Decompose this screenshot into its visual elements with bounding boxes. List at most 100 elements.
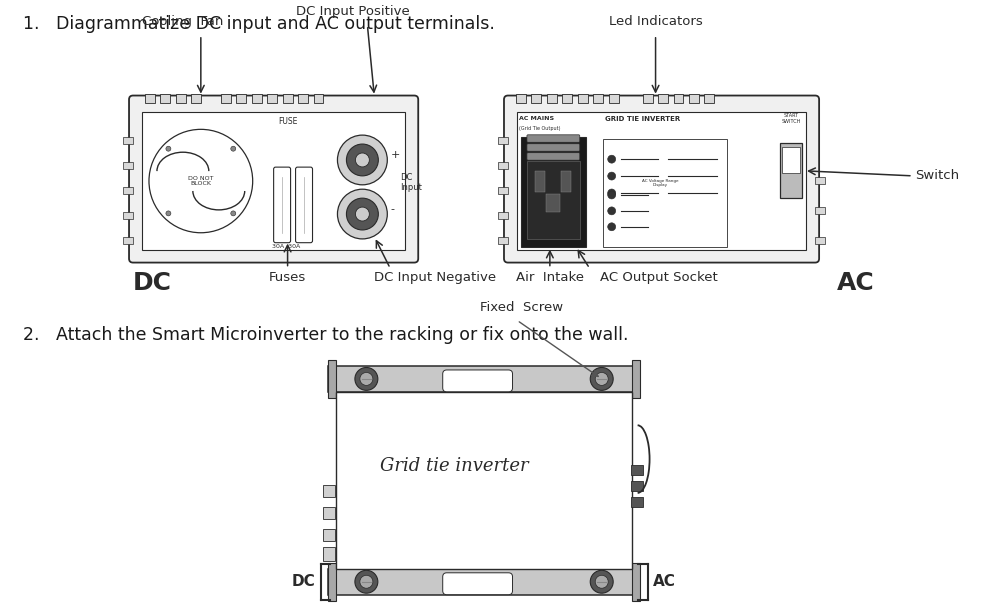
Bar xyxy=(123,237,133,244)
Bar xyxy=(498,162,508,169)
Bar xyxy=(631,482,643,491)
Circle shape xyxy=(608,189,616,197)
Bar xyxy=(815,237,825,244)
Circle shape xyxy=(337,135,387,185)
Bar xyxy=(221,94,231,103)
Bar xyxy=(498,187,508,194)
Bar xyxy=(123,162,133,169)
Bar xyxy=(704,94,714,103)
Bar xyxy=(328,360,336,398)
Circle shape xyxy=(337,189,387,239)
Circle shape xyxy=(590,570,613,593)
Circle shape xyxy=(166,211,171,216)
Text: DC Input Positive: DC Input Positive xyxy=(296,5,409,18)
Bar xyxy=(323,547,335,561)
Text: 1.   Diagrammatize DC input and AC output terminals.: 1. Diagrammatize DC input and AC output … xyxy=(23,15,495,33)
Circle shape xyxy=(355,153,369,167)
Text: AC Voltage Range
Display: AC Voltage Range Display xyxy=(642,179,679,187)
Circle shape xyxy=(360,373,373,385)
Circle shape xyxy=(231,146,236,151)
FancyBboxPatch shape xyxy=(129,95,418,263)
Circle shape xyxy=(595,373,608,385)
Circle shape xyxy=(608,155,616,163)
Bar xyxy=(498,137,508,144)
Circle shape xyxy=(608,207,616,215)
Circle shape xyxy=(346,198,378,230)
Bar xyxy=(632,563,640,601)
Text: DC Input Negative: DC Input Negative xyxy=(374,271,496,283)
Bar xyxy=(314,94,323,103)
Bar xyxy=(323,507,335,519)
Text: -: - xyxy=(390,204,394,214)
Text: AC: AC xyxy=(837,271,875,294)
Text: DC
Input: DC Input xyxy=(400,173,422,192)
Circle shape xyxy=(360,575,373,588)
Text: AC Output Socket: AC Output Socket xyxy=(600,271,717,283)
Circle shape xyxy=(355,367,378,390)
Bar xyxy=(267,94,277,103)
Bar xyxy=(782,147,800,173)
FancyBboxPatch shape xyxy=(443,370,513,392)
Text: +: + xyxy=(390,150,400,160)
Bar xyxy=(631,465,643,475)
Bar xyxy=(328,569,640,595)
Bar xyxy=(336,392,632,569)
Bar xyxy=(191,94,201,103)
Text: Air  Intake: Air Intake xyxy=(516,271,584,283)
Bar xyxy=(283,94,293,103)
Circle shape xyxy=(166,146,171,151)
Text: Fuses: Fuses xyxy=(269,271,306,283)
FancyBboxPatch shape xyxy=(443,573,513,595)
Text: AC MAINS: AC MAINS xyxy=(519,116,554,122)
FancyBboxPatch shape xyxy=(504,95,819,263)
Bar xyxy=(535,171,545,193)
FancyBboxPatch shape xyxy=(527,135,580,142)
Text: (Grid Tie Output): (Grid Tie Output) xyxy=(519,126,560,131)
Circle shape xyxy=(231,211,236,216)
Bar xyxy=(521,137,586,247)
Circle shape xyxy=(608,172,616,180)
Bar xyxy=(123,212,133,219)
Bar xyxy=(561,171,571,193)
Circle shape xyxy=(149,130,253,233)
Bar xyxy=(123,137,133,144)
Circle shape xyxy=(595,575,608,588)
Bar xyxy=(546,195,560,212)
Bar xyxy=(531,94,541,103)
Text: START
SWITCH: START SWITCH xyxy=(782,114,801,124)
Bar xyxy=(631,497,643,507)
Bar xyxy=(328,563,336,601)
Bar xyxy=(578,94,588,103)
Bar xyxy=(674,94,683,103)
Bar xyxy=(658,94,668,103)
Text: Led Indicators: Led Indicators xyxy=(609,15,702,28)
Text: DC: DC xyxy=(133,271,172,294)
Bar xyxy=(609,94,619,103)
Text: DC: DC xyxy=(292,574,316,589)
Bar xyxy=(562,94,572,103)
Text: 30A  30A: 30A 30A xyxy=(272,244,301,249)
Bar xyxy=(516,94,526,103)
Text: AC: AC xyxy=(653,574,675,589)
Text: FUSE: FUSE xyxy=(278,117,297,126)
Bar xyxy=(815,177,825,184)
FancyBboxPatch shape xyxy=(527,153,580,160)
Text: Cooling  Fan: Cooling Fan xyxy=(142,15,224,28)
Circle shape xyxy=(355,570,378,593)
Circle shape xyxy=(590,367,613,390)
Bar xyxy=(236,94,246,103)
Text: Grid tie inverter: Grid tie inverter xyxy=(380,457,529,475)
Bar xyxy=(328,366,640,392)
Bar xyxy=(780,143,802,198)
Circle shape xyxy=(608,223,616,231)
Bar xyxy=(145,94,155,103)
Text: Fixed  Screw: Fixed Screw xyxy=(480,302,564,314)
Bar xyxy=(643,94,653,103)
Text: GRID TIE INVERTER: GRID TIE INVERTER xyxy=(605,116,680,122)
Bar xyxy=(632,360,640,398)
Bar xyxy=(498,237,508,244)
Bar xyxy=(123,187,133,194)
Circle shape xyxy=(608,191,616,199)
Bar xyxy=(252,94,262,103)
Bar xyxy=(323,485,335,497)
